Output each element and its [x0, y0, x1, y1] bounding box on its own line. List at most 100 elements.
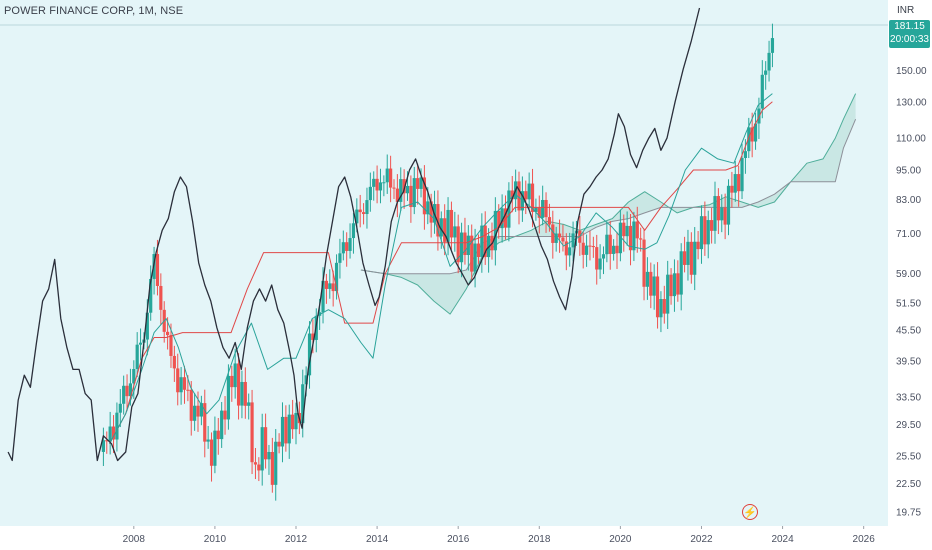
x-tick-label: 2010	[204, 534, 227, 545]
candle-body	[378, 182, 383, 191]
candle-body	[243, 381, 247, 406]
candle-body	[277, 441, 281, 447]
candle-body	[294, 412, 298, 430]
candle-body	[686, 241, 690, 265]
y-tick-label: 71.00	[896, 229, 921, 240]
candle-body	[608, 234, 612, 254]
candle-body	[135, 344, 139, 370]
lightning-icon[interactable]: ⚡	[742, 504, 758, 520]
candle-body	[324, 280, 329, 289]
y-tick-label: 29.50	[896, 420, 921, 431]
candle-body	[747, 127, 751, 152]
candle-body	[689, 241, 693, 275]
candle-body	[182, 377, 187, 390]
candle-body	[439, 218, 443, 237]
candle-body	[240, 381, 244, 406]
candle-body	[257, 464, 261, 471]
candle-body	[449, 209, 454, 238]
candle-body	[639, 238, 643, 240]
candle-body	[149, 278, 153, 313]
candle-body	[263, 427, 268, 460]
candle-body	[270, 451, 274, 485]
candle-body	[625, 225, 629, 237]
x-tick-label: 2012	[285, 534, 308, 545]
y-tick-label: 150.00	[896, 66, 927, 77]
candle-body	[213, 430, 217, 466]
candle-body	[635, 221, 639, 239]
candle-body	[470, 235, 474, 272]
y-tick-label: 45.50	[896, 326, 921, 337]
candle-body	[399, 179, 403, 202]
candle-body	[307, 333, 312, 376]
x-tick-label: 2008	[123, 534, 146, 545]
candle-body	[568, 247, 572, 256]
candle-body	[203, 403, 207, 442]
candle-body	[706, 220, 710, 245]
candle-body	[233, 363, 237, 388]
candle-body	[382, 182, 386, 184]
candle-body	[628, 225, 633, 251]
x-tick-label: 2014	[366, 534, 389, 545]
candle-body	[733, 174, 737, 193]
candle-body	[358, 209, 362, 213]
tenkan-sen-line	[109, 93, 773, 444]
candle-body	[230, 375, 234, 388]
x-tick-label: 2020	[609, 534, 632, 545]
candle-body	[669, 274, 673, 297]
y-tick-label: 130.00	[896, 97, 927, 108]
currency-label: INR	[897, 5, 915, 16]
candle-body	[730, 185, 734, 193]
candle-body	[155, 254, 160, 286]
candle-body	[770, 38, 775, 53]
candle-body	[713, 196, 717, 231]
candle-body	[726, 185, 731, 225]
candle-body	[591, 246, 595, 248]
candle-body	[365, 200, 369, 215]
candle-body	[723, 207, 727, 225]
candle-body	[541, 199, 545, 218]
candle-body	[250, 402, 254, 463]
candle-body	[101, 440, 105, 452]
candle-body	[260, 427, 264, 471]
ichimoku-cloud	[360, 93, 856, 315]
candle-body	[530, 183, 535, 212]
candle-body	[679, 251, 683, 295]
y-tick-label: 39.50	[896, 356, 921, 367]
candle-body	[345, 242, 349, 251]
candle-body	[375, 178, 379, 191]
y-tick-label: 22.50	[896, 479, 921, 490]
bar-countdown: 20:00:33	[890, 34, 929, 45]
candle-body	[743, 151, 748, 159]
candle-body	[159, 285, 163, 310]
candle-body	[601, 254, 606, 259]
candle-body	[118, 403, 122, 413]
candle-body	[206, 439, 210, 442]
candle-body	[122, 385, 126, 404]
candle-body	[645, 271, 650, 287]
candle-body	[236, 363, 241, 406]
candle-body	[595, 247, 599, 270]
y-tick-label: 51.50	[896, 299, 921, 310]
candle-body	[612, 245, 616, 254]
candle-body	[328, 283, 332, 289]
x-tick-label: 2018	[528, 534, 551, 545]
candle-body	[361, 212, 366, 215]
candle-body	[274, 441, 278, 485]
candle-body	[426, 201, 430, 215]
candle-body	[186, 389, 190, 391]
candle-body	[588, 245, 592, 247]
candle-body	[372, 178, 376, 187]
candle-body	[510, 190, 514, 200]
candle-body	[216, 430, 220, 440]
candle-body	[412, 178, 416, 208]
y-tick-label: 59.00	[896, 269, 921, 280]
candle-body	[605, 234, 609, 255]
candle-body	[409, 185, 413, 208]
candle-body	[500, 208, 504, 229]
candle-body	[524, 191, 528, 200]
candle-body	[584, 245, 589, 255]
candle-body	[395, 188, 399, 202]
candle-body	[655, 276, 660, 318]
x-tick-label: 2016	[447, 534, 470, 545]
